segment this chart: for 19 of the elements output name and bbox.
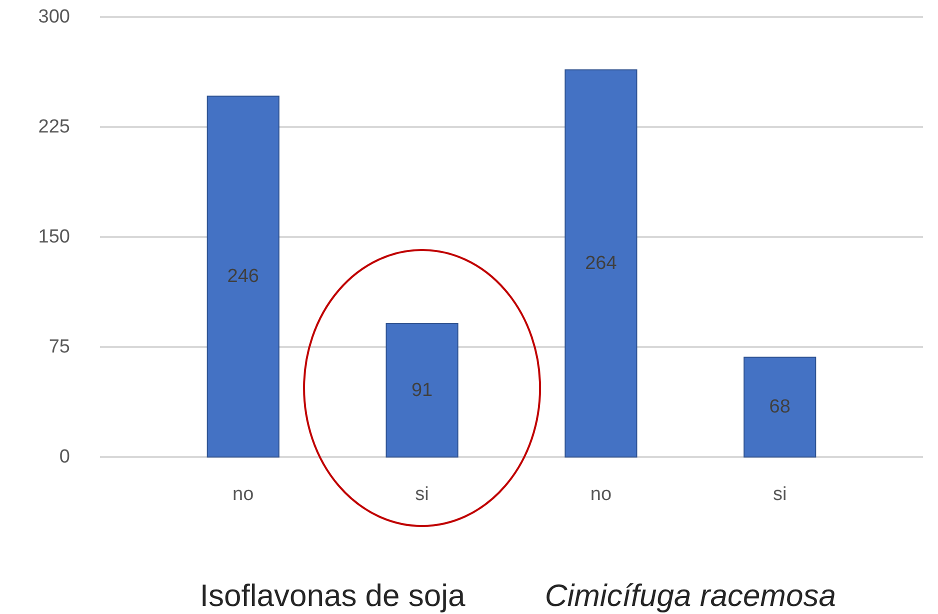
- bar: [744, 356, 816, 458]
- x-tick-label: si: [415, 484, 429, 505]
- x-tick-label: no: [590, 484, 612, 505]
- y-tick-label: 150: [38, 226, 70, 248]
- bar: [564, 69, 638, 458]
- data-label: 264: [585, 252, 618, 274]
- text: Isoflavonas de soja: [200, 578, 466, 613]
- bar: [206, 96, 280, 458]
- data-label: 246: [227, 266, 259, 288]
- bar: [386, 323, 458, 458]
- text: Cimicífuga racemosa: [544, 578, 836, 613]
- y-tick-label: 300: [38, 6, 70, 28]
- y-tick-label: 0: [59, 446, 70, 468]
- x-tick-label: no: [232, 484, 254, 505]
- y-tick-label: 75: [48, 336, 70, 358]
- data-label: 68: [769, 396, 790, 418]
- x-tick-label: si: [773, 484, 787, 505]
- y-tick-label: 225: [38, 116, 70, 138]
- data-label: 91: [411, 380, 433, 401]
